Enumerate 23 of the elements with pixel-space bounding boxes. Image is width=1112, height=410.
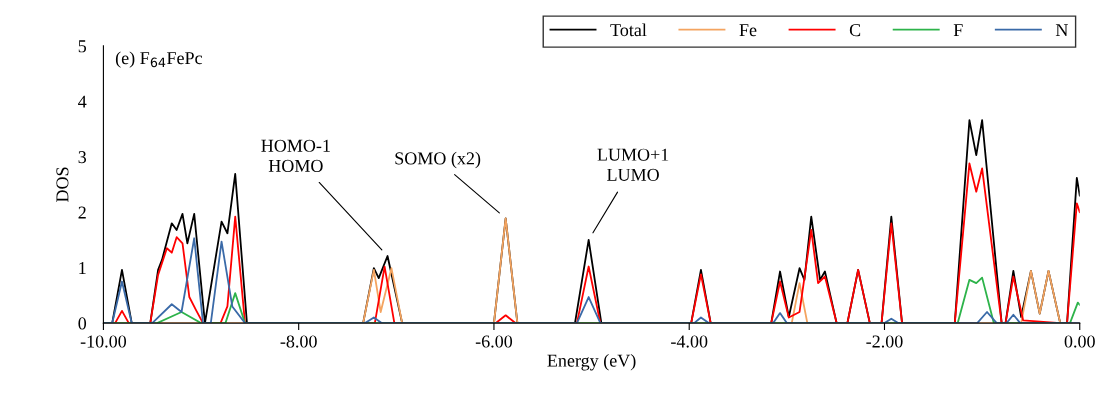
y-tick-label: 4 <box>78 95 87 108</box>
x-tick-label: -10.00 <box>80 335 127 348</box>
y-tick-label: 5 <box>78 40 87 53</box>
legend-label: N <box>1055 24 1068 37</box>
y-tick-label: 0 <box>78 317 87 330</box>
legend-label: F <box>953 24 963 37</box>
x-axis-title: Energy (eV) <box>547 354 636 371</box>
y-tick-label: 1 <box>79 261 86 274</box>
chart-title: (e) F$_{64}$FePc <box>115 51 203 68</box>
legend-label: C <box>849 24 861 37</box>
y-tick-label: 2 <box>78 206 86 219</box>
annotation: SOMO (x2) <box>395 151 481 169</box>
x-tick-label: -6.00 <box>475 335 513 348</box>
annotation: HOMO-1 HOMO <box>261 139 330 172</box>
legend-label: Fe <box>739 24 757 37</box>
y-tick-label: 3 <box>78 151 87 164</box>
legend-label: Total <box>610 23 647 37</box>
x-tick-label: -2.00 <box>866 335 903 348</box>
x-tick-label: 0.00 <box>1064 335 1095 348</box>
x-tick-label: -8.00 <box>280 335 317 348</box>
y-axis-title: DOS <box>56 167 69 203</box>
x-tick-label: -4.00 <box>671 335 708 348</box>
annotation: LUMO+1 LUMO <box>597 148 669 181</box>
